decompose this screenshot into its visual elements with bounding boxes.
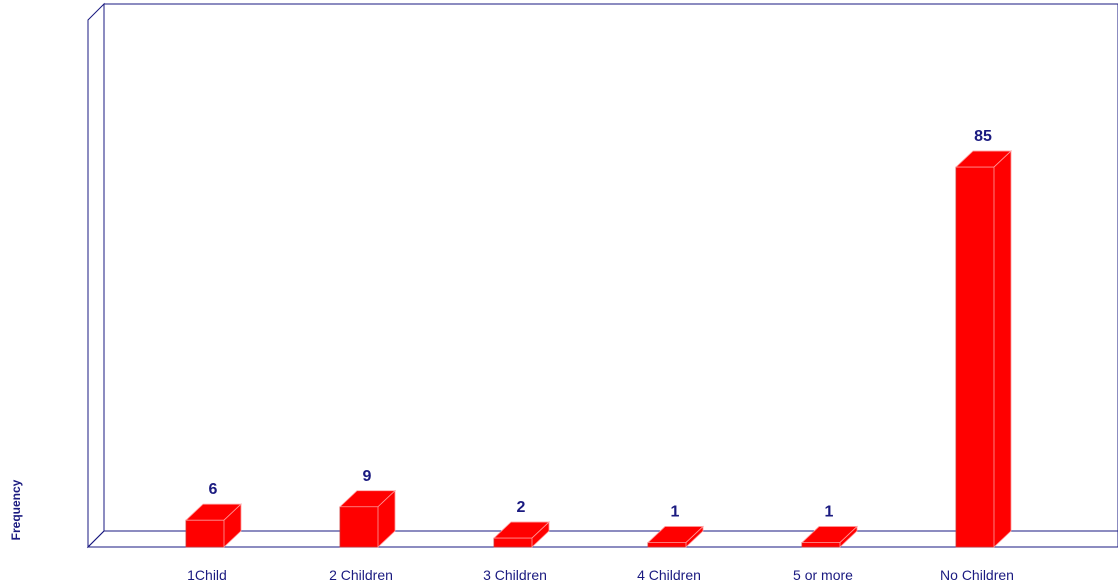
- value-labels-group: 6 9 2 1 1 85: [209, 128, 992, 520]
- bar-6: [954, 150, 1013, 548]
- y-axis-title: Frequency: [9, 479, 23, 540]
- bar-side: [377, 489, 396, 548]
- bar-side: [839, 525, 858, 548]
- bar-front: [339, 506, 379, 548]
- bar-front: [955, 166, 995, 548]
- bar-1: [184, 503, 243, 548]
- bar-side: [531, 521, 550, 548]
- bar-value-label: 85: [974, 128, 992, 145]
- x-tick-label: 2 Children: [329, 567, 393, 583]
- bar-4: [646, 525, 705, 548]
- bar-value-label: 9: [363, 468, 372, 485]
- bar-2: [338, 489, 397, 548]
- bars-group: [184, 150, 1013, 548]
- bar-side: [685, 525, 704, 548]
- bar-3: [492, 521, 551, 548]
- bar-5: [800, 525, 859, 548]
- bar-value-label: 1: [825, 504, 834, 521]
- bar-side: [223, 503, 242, 548]
- side-wall: [87, 2, 105, 549]
- x-tick-label: No Children: [940, 567, 1014, 583]
- bar-value-label: 2: [517, 499, 526, 516]
- x-tick-label: 5 or more: [793, 567, 853, 583]
- bar-front: [493, 537, 533, 548]
- x-tick-label: 1Child: [187, 567, 227, 583]
- bar-front: [801, 542, 841, 548]
- floor: [86, 530, 1118, 548]
- bar-value-label: 6: [209, 481, 218, 498]
- bar-front: [185, 519, 225, 548]
- bar-side: [993, 150, 1012, 548]
- x-tick-label: 3 Children: [483, 567, 547, 583]
- x-tick-labels-group: 1Child 2 Children 3 Children 4 Children 5 or…: [187, 567, 1014, 583]
- x-tick-label: 4 Children: [637, 567, 701, 583]
- chart-frame: [86, 2, 1118, 549]
- bar-front: [647, 542, 687, 548]
- bar-value-label: 1: [671, 504, 680, 521]
